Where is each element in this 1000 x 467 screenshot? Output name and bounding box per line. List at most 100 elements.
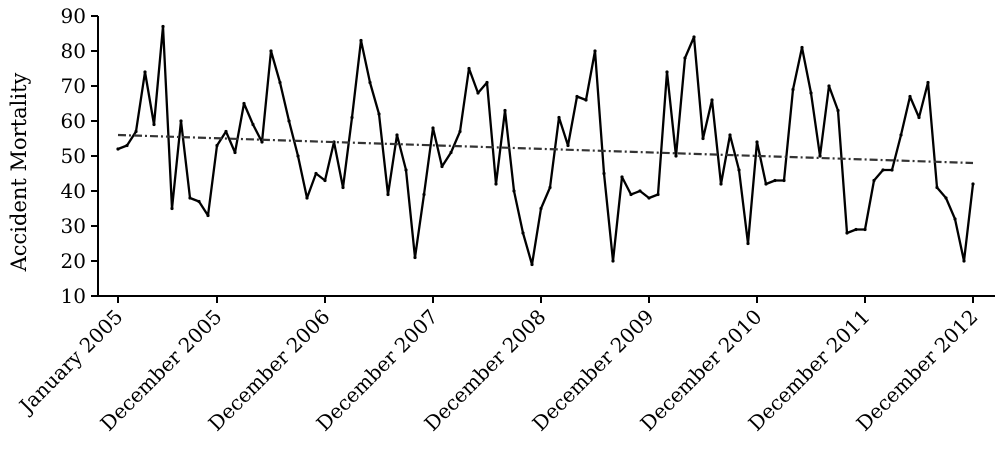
data-point: [746, 241, 750, 246]
data-point: [710, 98, 714, 102]
data-point: [125, 143, 129, 148]
data-point: [143, 70, 147, 74]
data-point: [206, 213, 210, 218]
data-point: [809, 91, 813, 95]
data-point: [215, 143, 219, 148]
y-tick-label: 90: [61, 4, 86, 28]
data-point: [305, 196, 309, 200]
y-axis: 10 20 30 40 50 60 70 80 90: [61, 4, 99, 308]
data-point: [314, 171, 318, 176]
data-point: [287, 119, 291, 123]
data-point: [341, 185, 345, 190]
data-point: [899, 133, 903, 137]
data-point: [323, 178, 327, 183]
data-point: [188, 196, 192, 200]
data-point: [440, 164, 444, 169]
data-point: [431, 126, 435, 130]
data-point: [611, 259, 615, 263]
y-tick-label: 50: [61, 144, 86, 168]
data-point: [737, 168, 741, 172]
data-point: [935, 185, 939, 190]
data-point: [962, 259, 966, 263]
data-point: [224, 129, 228, 134]
data-point: [854, 227, 858, 232]
data-point: [872, 178, 876, 183]
data-point: [485, 80, 489, 85]
y-tick-label: 80: [61, 39, 86, 63]
data-point: [530, 262, 534, 267]
data-point: [926, 80, 930, 85]
data-point: [719, 182, 723, 186]
data-point: [278, 80, 282, 85]
data-point: [476, 91, 480, 95]
data-point: [467, 66, 471, 71]
data-point: [917, 115, 921, 120]
y-tick-label: 70: [61, 74, 86, 98]
data-point: [503, 108, 507, 113]
data-point: [701, 136, 705, 141]
data-point: [566, 143, 570, 148]
data-point: [836, 108, 840, 113]
data-point: [197, 199, 201, 204]
data-point: [728, 133, 732, 137]
data-point: [629, 192, 633, 197]
data-point: [638, 189, 642, 193]
data-point: [647, 196, 651, 200]
data-point: [422, 192, 426, 197]
mortality-series-line: [117, 25, 975, 266]
y-tick-label: 20: [61, 249, 86, 273]
data-point: [179, 119, 183, 123]
data-point: [764, 182, 768, 186]
data-point: [413, 255, 417, 260]
data-point: [584, 98, 588, 102]
data-point: [692, 35, 696, 39]
data-point: [458, 129, 462, 134]
data-point: [773, 178, 777, 183]
data-point: [152, 122, 156, 127]
data-point: [296, 154, 300, 158]
data-point: [971, 182, 975, 186]
data-point: [134, 129, 138, 134]
y-tick-label: 40: [61, 179, 86, 203]
data-point: [377, 112, 381, 116]
data-point: [494, 182, 498, 186]
data-point: [539, 206, 543, 211]
data-point: [953, 217, 957, 221]
data-point: [161, 24, 165, 29]
data-point: [818, 154, 822, 158]
data-point: [233, 150, 237, 155]
data-point: [827, 84, 831, 88]
data-point: [755, 140, 759, 144]
data-point: [548, 185, 552, 190]
data-point: [791, 87, 795, 92]
series-group: [116, 24, 975, 267]
data-point: [845, 231, 849, 235]
data-point: [170, 206, 174, 211]
data-point: [602, 171, 606, 176]
data-point: [863, 227, 867, 232]
data-point: [908, 94, 912, 99]
data-point: [521, 231, 525, 235]
data-point: [269, 49, 273, 53]
data-point: [674, 154, 678, 158]
x-tick-label: January 2005: [13, 305, 127, 419]
y-tick-label: 10: [61, 284, 86, 308]
data-point: [593, 49, 597, 53]
data-point: [557, 115, 561, 120]
data-point: [890, 168, 894, 172]
data-point: [881, 168, 885, 172]
trend-line: [117, 133, 974, 165]
data-point: [395, 133, 399, 137]
y-tick-label: 30: [61, 214, 86, 238]
data-point: [251, 122, 255, 127]
data-point: [359, 38, 363, 43]
data-point: [242, 101, 246, 106]
data-point: [782, 178, 786, 183]
data-point: [386, 192, 390, 197]
y-tick-label: 60: [61, 109, 86, 133]
data-point: [665, 70, 669, 74]
data-point: [575, 94, 579, 99]
y-axis-title: Accident Mortality: [7, 72, 31, 272]
